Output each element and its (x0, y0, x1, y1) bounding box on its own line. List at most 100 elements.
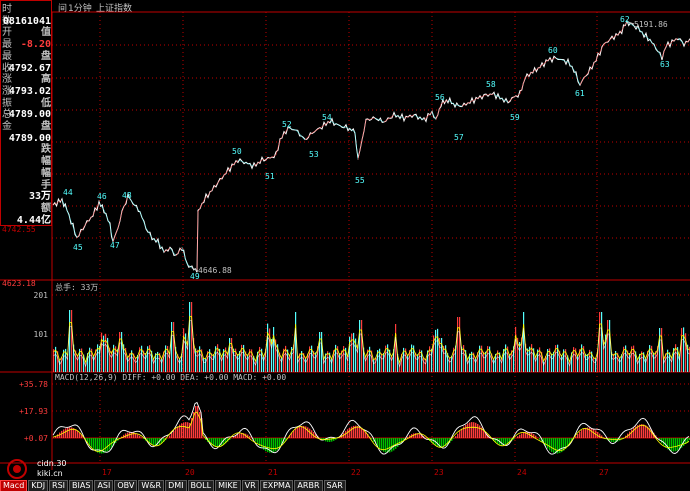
volume-bar (295, 312, 297, 372)
volume-bar (67, 353, 69, 372)
macd-bar (447, 438, 449, 445)
volume-bar (585, 353, 587, 372)
macd-bar (233, 436, 235, 438)
macd-bar (57, 434, 59, 438)
macd-bar (97, 438, 99, 453)
volume-bar (179, 358, 181, 372)
macd-bar (399, 438, 401, 445)
macd-bar (465, 424, 467, 438)
macd-bar (187, 422, 189, 438)
macd-bar (547, 438, 549, 449)
tab-bias[interactable]: BIAS (69, 480, 94, 491)
volume-bar (415, 352, 417, 372)
macd-bar (303, 425, 305, 438)
volume-bar (405, 348, 407, 372)
volume-bar (187, 340, 189, 372)
price-segment (163, 247, 171, 253)
price-segment (139, 211, 147, 229)
tab-arbr[interactable]: ARBR (294, 480, 323, 491)
price-segment (287, 127, 297, 131)
period-label[interactable]: 1分钟 (68, 4, 92, 14)
volume-bar (207, 351, 209, 372)
volume-bar (619, 357, 621, 372)
price-segment (295, 129, 306, 141)
volume-bar (595, 358, 597, 372)
volume-bar (175, 346, 177, 372)
macd-bar (665, 438, 667, 448)
price-segment (440, 99, 449, 105)
macd-bar (327, 438, 329, 442)
volume-bar (199, 346, 201, 372)
tab-kdj[interactable]: KDJ (28, 480, 49, 491)
volume-bar (291, 347, 293, 372)
macd-bar (349, 427, 351, 438)
macd-bar (75, 429, 77, 438)
macd-bar (275, 438, 277, 452)
tab-boll[interactable]: BOLL (187, 480, 215, 491)
volume-bar (77, 354, 79, 372)
tab-obv[interactable]: OBV (114, 480, 138, 491)
tab-wr[interactable]: W&R (138, 480, 165, 491)
macd-bar (507, 438, 509, 444)
price-segment (637, 27, 645, 36)
tab-mike[interactable]: MIKE (215, 480, 241, 491)
macd-bar (649, 428, 651, 438)
tab-rsi[interactable]: RSI (49, 480, 69, 491)
volume-bar (557, 344, 559, 372)
macd-bar (445, 438, 447, 446)
info-row: 金盘 (2, 120, 51, 134)
info-row: 手 (2, 179, 51, 193)
info-label: 振 (2, 97, 12, 109)
tab-expma[interactable]: EXPMA (259, 480, 294, 491)
macd-bar (393, 438, 395, 451)
price-segment (461, 101, 471, 107)
volume-bar (237, 354, 239, 372)
info-value: 高 (41, 74, 51, 86)
volume-bar (167, 345, 169, 372)
macd-bar (461, 428, 463, 438)
info-row: 跌 (2, 143, 51, 157)
macd-bar (563, 438, 565, 451)
volume-bar (633, 345, 635, 372)
macd-bar (281, 438, 283, 446)
tab-asi[interactable]: ASI (94, 480, 114, 491)
volume-bar (243, 344, 245, 372)
volume-bar (363, 347, 365, 372)
volume-bar (565, 349, 567, 372)
price-segment (219, 167, 231, 181)
price-segment (447, 99, 456, 106)
macd-bar (269, 438, 271, 453)
macd-bar (309, 428, 311, 438)
wave-label: 50 (232, 147, 242, 156)
tab-macd[interactable]: Macd (0, 480, 28, 491)
macd-bar (157, 438, 159, 446)
volume-bar (395, 324, 397, 372)
macd-bar (401, 438, 403, 443)
menu-label[interactable]: 间 (58, 4, 68, 14)
macd-bar (601, 435, 603, 438)
volume-bar (163, 351, 165, 372)
volume-bar (127, 356, 129, 372)
volume-bar (467, 359, 469, 372)
wave-label: 55 (355, 176, 365, 185)
volume-bar (417, 354, 419, 372)
volume-bar (615, 350, 617, 372)
macd-bar (471, 422, 473, 438)
volume-bar (171, 322, 173, 372)
volume-bar (499, 352, 501, 372)
volume-bar (53, 349, 55, 372)
tab-vr[interactable]: VR (241, 480, 259, 491)
tab-dmi[interactable]: DMI (165, 480, 187, 491)
info-value: 幅 (41, 167, 51, 179)
macd-bar (241, 433, 243, 438)
volume-bar (123, 344, 125, 372)
macd-bar (261, 438, 263, 449)
macd-bar (463, 426, 465, 438)
macd-bar (375, 438, 377, 445)
volume-bar (101, 332, 103, 372)
price-segment (595, 43, 605, 61)
volume-bar (461, 346, 463, 372)
volume-bar (549, 348, 551, 372)
tab-sar[interactable]: SAR (323, 480, 346, 491)
